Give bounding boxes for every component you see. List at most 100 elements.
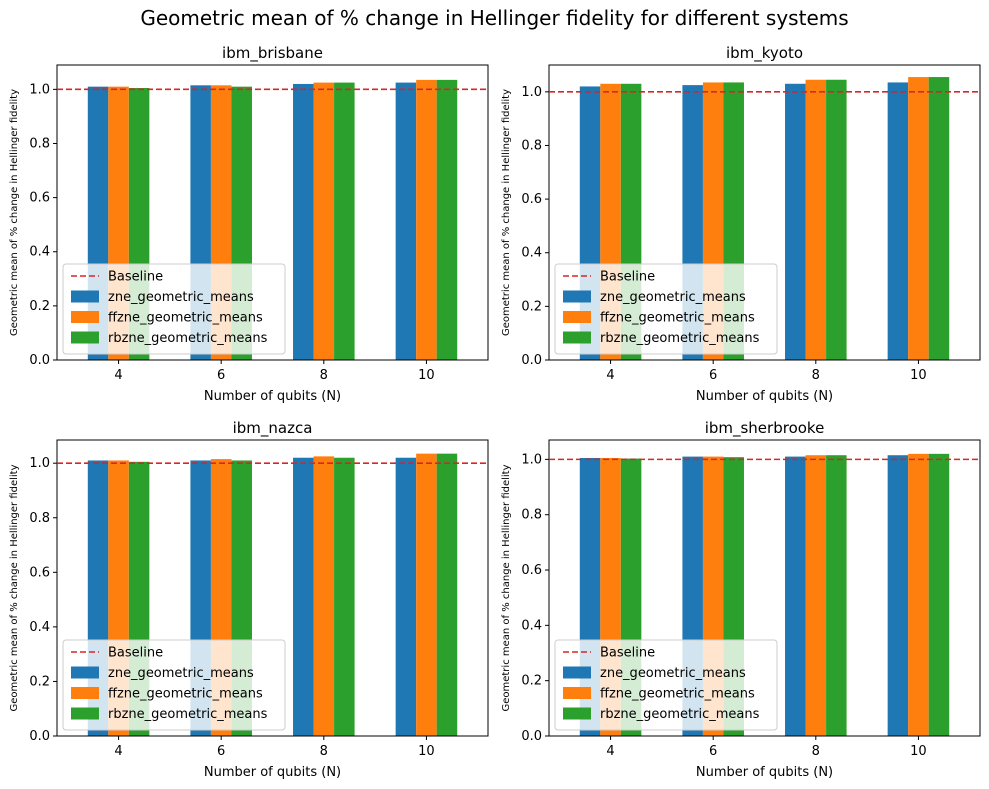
axes-frame — [548, 64, 981, 361]
bar-zne_geometric_means-8 — [293, 457, 314, 736]
legend-label-ffzne_geometric_means: ffzne_geometric_means — [108, 311, 263, 326]
y-tick-label: 0.2 — [521, 674, 542, 689]
legend-swatch-zne_geometric_means — [71, 666, 99, 679]
legend-swatch-rbzne_geometric_means — [563, 707, 591, 720]
legend-swatch-ffzne_geometric_means — [563, 311, 591, 323]
bar-ffzne_geometric_means-10 — [416, 79, 437, 361]
legend-label-rbzne_geometric_means: rbzne_geometric_means — [600, 331, 760, 346]
legend-box — [554, 263, 778, 355]
y-tick-label: 0.0 — [29, 353, 50, 368]
legend-swatch-ffzne_geometric_means — [563, 687, 591, 699]
y-axis-label: Geometric mean of % change in Hellinger … — [9, 89, 20, 336]
x-tick-label: 6 — [217, 368, 225, 383]
x-tick-label: 8 — [812, 744, 820, 759]
y-tick-label: 0.4 — [29, 620, 50, 635]
bar-ffzne_geometric_means-8 — [805, 79, 827, 360]
y-tick-label: 0.8 — [521, 138, 542, 153]
x-tick-label: 6 — [709, 744, 717, 759]
y-tick-label: 0.2 — [29, 299, 50, 314]
bar-ffzne_geometric_means-8 — [805, 455, 827, 736]
bar-ffzne_geometric_means-8 — [313, 82, 335, 361]
bar-ffzne_geometric_means-10 — [908, 453, 929, 736]
x-tick-label: 6 — [709, 368, 717, 383]
legend-label-ffzne_geometric_means: ffzne_geometric_means — [600, 687, 755, 702]
bar-zne_geometric_means-10 — [395, 457, 417, 736]
bar-zne_geometric_means-8 — [293, 83, 314, 361]
bar-rbzne_geometric_means-10 — [436, 79, 458, 361]
subplot-title: ibm_brisbane — [222, 44, 323, 63]
legend-swatch-ffzne_geometric_means — [71, 311, 99, 323]
legend-label-rbzne_geometric_means: rbzne_geometric_means — [600, 707, 760, 722]
bar-rbzne_geometric_means-8 — [826, 455, 847, 736]
subplot-0: 0.0 0.2 0.4 0.6 0.8 1.0 4 6 8 10 ibm_brisbane Numbe… — [9, 44, 489, 404]
x-tick-label: 6 — [217, 744, 225, 759]
legend-label-zne_geometric_means: zne_geometric_means — [108, 290, 254, 305]
y-tick-label: 0.2 — [29, 674, 50, 689]
legend-baseline-label: Baseline — [108, 270, 163, 285]
y-tick-label: 0.0 — [521, 729, 542, 744]
subplot-title: ibm_nazca — [233, 419, 313, 438]
y-tick-label: 0.0 — [29, 729, 50, 744]
legend-swatch-ffzne_geometric_means — [71, 687, 99, 699]
subplot-title: ibm_kyoto — [726, 44, 803, 63]
x-tick-label: 10 — [418, 744, 435, 759]
legend-swatch-rbzne_geometric_means — [71, 707, 99, 720]
legend-swatch-zne_geometric_means — [563, 290, 591, 303]
y-tick-label: 0.0 — [521, 353, 542, 368]
bar-rbzne_geometric_means-8 — [826, 79, 847, 360]
axes-frame — [56, 439, 489, 737]
y-tick-label: 0.4 — [521, 618, 542, 633]
x-tick-label: 8 — [812, 368, 820, 383]
legend-box — [554, 639, 778, 731]
legend-box — [62, 639, 286, 731]
bar-rbzne_geometric_means-10 — [436, 453, 458, 736]
y-tick-label: 0.8 — [29, 511, 50, 526]
x-tick-label: 10 — [418, 368, 435, 383]
x-tick-label: 8 — [320, 368, 328, 383]
bar-zne_geometric_means-10 — [395, 82, 417, 361]
y-tick-label: 1.0 — [29, 82, 50, 97]
y-tick-label: 0.8 — [29, 136, 50, 151]
y-tick-label: 0.6 — [521, 563, 542, 578]
x-tick-label: 4 — [114, 744, 122, 759]
bar-ffzne_geometric_means-10 — [416, 453, 437, 736]
subplot-1: 0.0 0.2 0.4 0.6 0.8 1.0 4 6 8 10 ibm_kyoto Number o… — [501, 44, 981, 404]
legend: Baseline zne_geometric_means ffzne_geometr… — [554, 639, 778, 731]
figure-title: Geometric mean of % change in Hellinger … — [140, 6, 849, 30]
legend-label-rbzne_geometric_means: rbzne_geometric_means — [108, 707, 268, 722]
bar-rbzne_geometric_means-8 — [334, 457, 355, 736]
bar-ffzne_geometric_means-10 — [908, 77, 929, 361]
x-axis-label: Number of qubits (N) — [204, 389, 341, 404]
legend-swatch-rbzne_geometric_means — [563, 331, 591, 344]
legend-label-zne_geometric_means: zne_geometric_means — [600, 666, 746, 681]
y-tick-label: 0.4 — [521, 246, 542, 261]
legend-swatch-zne_geometric_means — [563, 666, 591, 679]
y-axis-label: Geometric mean of % change in Hellinger … — [501, 89, 512, 336]
legend-baseline-label: Baseline — [600, 646, 655, 661]
subplot-title: ibm_sherbrooke — [705, 419, 825, 438]
x-tick-label: 4 — [606, 744, 614, 759]
legend-box — [62, 263, 286, 355]
x-axis-label: Number of qubits (N) — [696, 389, 833, 404]
y-tick-label: 1.0 — [521, 452, 542, 467]
axes-frame — [56, 64, 489, 361]
y-tick-label: 0.2 — [521, 299, 542, 314]
axes-frame — [548, 439, 981, 737]
bar-zne_geometric_means-8 — [785, 456, 806, 736]
y-tick-label: 1.0 — [521, 85, 542, 100]
x-tick-label: 8 — [320, 744, 328, 759]
x-tick-label: 4 — [606, 368, 614, 383]
x-tick-label: 10 — [910, 368, 927, 383]
x-axis-label: Number of qubits (N) — [696, 765, 833, 780]
y-axis-label: Geometric mean of % change in Hellinger … — [9, 464, 20, 711]
legend: Baseline zne_geometric_means ffzne_geometr… — [62, 639, 286, 731]
legend-label-ffzne_geometric_means: ffzne_geometric_means — [600, 311, 755, 326]
y-tick-label: 0.8 — [521, 508, 542, 523]
bar-ffzne_geometric_means-8 — [313, 456, 335, 736]
bar-rbzne_geometric_means-10 — [928, 77, 950, 361]
bar-zne_geometric_means-10 — [887, 82, 909, 360]
bar-zne_geometric_means-8 — [785, 83, 806, 360]
y-tick-label: 0.6 — [521, 192, 542, 207]
legend-label-zne_geometric_means: zne_geometric_means — [600, 290, 746, 305]
